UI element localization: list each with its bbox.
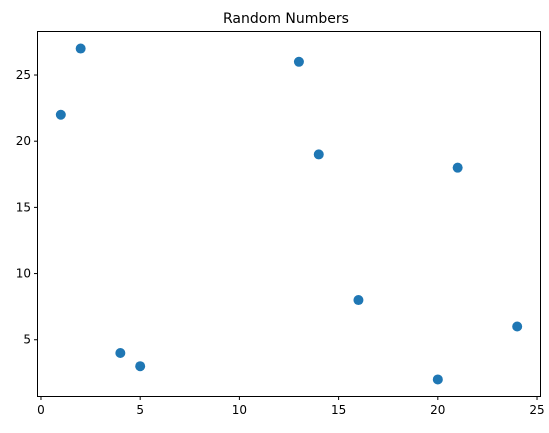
scatter-point — [135, 361, 146, 372]
points-layer — [55, 43, 523, 385]
scatter-point — [115, 347, 126, 358]
scatter-point — [75, 43, 86, 54]
scatter-point — [512, 321, 523, 332]
x-tick-label: 25 — [529, 403, 544, 417]
x-tick-label: 5 — [136, 403, 144, 417]
x-tick-label: 10 — [232, 403, 247, 417]
x-tick-label: 15 — [331, 403, 346, 417]
y-tick-label: 10 — [16, 267, 31, 281]
scatter-point — [452, 162, 463, 173]
y-tick-label: 25 — [16, 68, 31, 82]
scatter-point — [432, 374, 443, 385]
ticks-layer: 0 5 10 15 20 25 5 10 15 20 25 — [16, 68, 545, 417]
scatter-point — [55, 109, 66, 120]
y-tick-label: 20 — [16, 134, 31, 148]
y-tick-label: 5 — [23, 333, 31, 347]
x-tick-label: 0 — [37, 403, 45, 417]
plot-area-frame — [37, 31, 541, 397]
y-tick-label: 15 — [16, 200, 31, 214]
scatter-point — [353, 295, 364, 306]
x-tick-label: 20 — [430, 403, 445, 417]
scatter-point — [293, 56, 304, 67]
scatter-point — [313, 149, 324, 160]
chart-title: Random Numbers — [223, 11, 349, 27]
